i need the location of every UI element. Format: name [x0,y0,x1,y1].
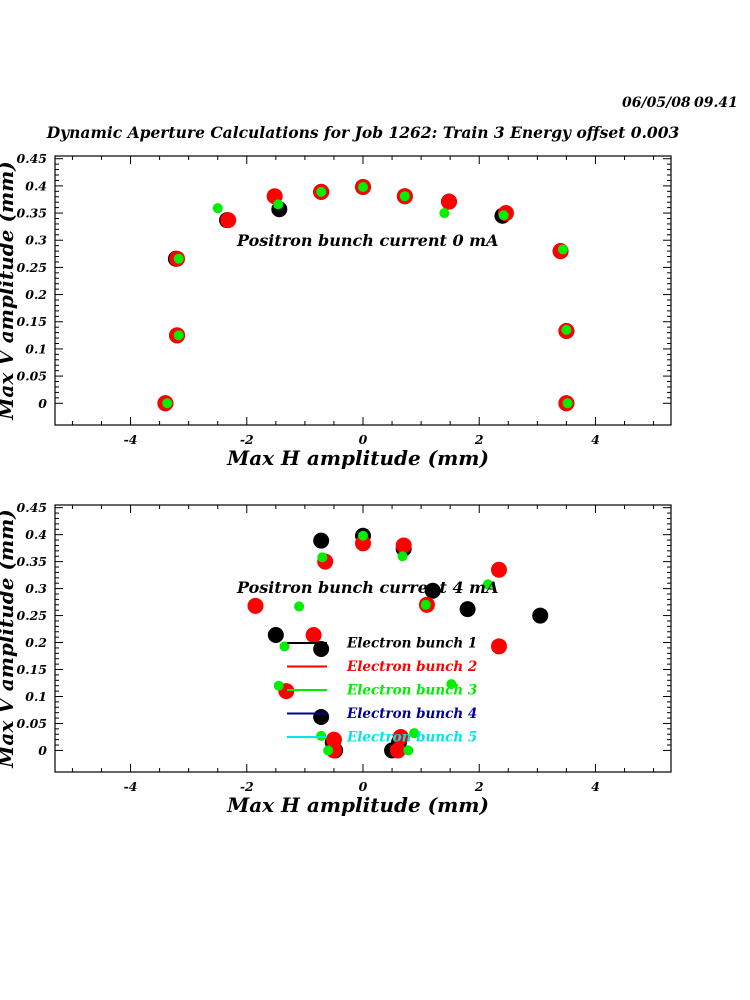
data-point-bunch-3 [358,181,368,192]
figure-title: Dynamic Aperture Calculations for Job 12… [46,123,680,142]
y-tick-label: 0 [38,396,47,411]
data-point-bunch-3 [162,398,173,409]
data-point-bunch-3 [397,551,408,562]
data-point-bunch-3 [317,552,328,563]
y-tick-label: 0.2 [25,287,47,302]
date-stamp: 06/05/08 [622,95,691,111]
data-point-bunch-2 [389,742,406,759]
data-point-bunch-3 [294,601,305,612]
data-point-bunch-3 [420,599,431,610]
x-tick-label: -4 [124,432,138,447]
data-point-bunch-3 [557,244,568,255]
y-tick-label: 0.25 [17,260,47,275]
x-tick-label: 0 [359,432,368,447]
time-stamp: 09.41 [694,95,738,111]
data-point-bunch-1 [424,582,441,599]
data-point-bunch-3 [399,191,410,202]
data-point-bunch-3 [446,679,457,690]
data-point-bunch-2 [392,728,409,745]
legend-label: Electron bunch 1 [346,636,477,652]
x-tick-label: -2 [240,432,254,447]
data-point-bunch-3 [273,199,284,210]
data-point-bunch-3 [273,680,284,691]
data-point-bunch-3 [482,579,493,590]
y-tick-label: 0.35 [17,206,47,221]
data-point-bunch-1 [532,607,549,624]
panel-bottom: -4 -2 0 2 4 0 0.05 0.1 0.15 0.2 0.25 0.3 0.35 0.4 0.45… [0,500,672,817]
y-tick-label: 0.1 [25,689,47,704]
data-point-bunch-1 [267,626,284,643]
y-tick-label: 0.45 [17,151,47,166]
data-point-bunch-2 [441,193,458,210]
data-point-bunch-1 [313,708,330,725]
y-tick-label: 0.3 [25,581,47,596]
x-tick-label: 4 [591,779,600,794]
data-point-bunch-3 [498,210,509,221]
data-point-bunch-3 [323,745,334,756]
y-tick-label: 0.4 [25,527,47,542]
panel-top: -4 -2 0 2 4 0 0.05 0.1 0.15 0.2 0.25 0.3 0.35 0.4 0.45… [0,151,672,470]
y-tick-label: 0.3 [25,233,47,248]
y-tick-label: 0.2 [25,635,47,650]
data-point-bunch-3 [173,330,184,341]
y-axis-label: Max V amplitude (mm) [0,161,18,420]
data-point-bunch-2 [490,638,507,655]
legend-label: Electron bunch 2 [346,659,477,675]
y-tick-label: 0.25 [17,608,47,623]
plot-frame [54,155,672,426]
data-point-bunch-3 [316,730,327,741]
data-point-bunch-2 [247,597,264,614]
legend-label: Electron bunch 4 [346,706,477,722]
data-point-bunch-2 [355,535,371,552]
y-tick-label: 0.15 [17,662,47,677]
data-point-bunch-3 [409,728,420,739]
x-axis-label: Max H amplitude (mm) [226,446,489,470]
y-tick-label: 0.15 [17,314,47,329]
data-point-bunch-1 [313,532,330,549]
data-point-bunch-2 [220,212,237,229]
data-point-bunch-3 [561,324,572,335]
y-tick-label: 0.4 [25,178,47,193]
data-point-bunch-2 [305,626,322,643]
data-point-bunch-3 [173,253,184,264]
y-tick-label: 0.35 [17,554,47,569]
data-point-bunch-3 [403,745,414,756]
x-tick-label: 2 [474,779,484,794]
data-point-bunch-2 [395,537,412,554]
x-tick-label: -4 [124,779,138,794]
data-point-bunch-3 [439,208,450,219]
legend-label: Electron bunch 5 [346,730,477,746]
data-point-bunch-3 [358,530,368,541]
x-tick-label: 2 [474,432,484,447]
y-tick-label: 0.05 [17,716,47,731]
data-point-bunch-3 [562,398,573,409]
y-axis-label: Max V amplitude (mm) [0,509,18,768]
x-axis-label: Max H amplitude (mm) [226,793,489,817]
y-tick-label: 0.45 [17,500,47,515]
y-tick-label: 0.05 [17,369,47,384]
x-tick-label: 4 [591,432,600,447]
bunch-current-annotation: Positron bunch current 0 mA [236,231,499,250]
data-point-bunch-1 [313,641,330,658]
x-tick-label: -2 [240,779,254,794]
data-point-bunch-3 [212,203,223,214]
y-tick-label: 0.1 [25,341,47,356]
data-point-bunch-3 [316,186,327,197]
data-point-bunch-2 [490,561,507,578]
y-tick-label: 0 [38,743,47,758]
bunch-current-annotation: Positron bunch current 4 mA [236,578,499,597]
x-tick-label: 0 [359,779,368,794]
data-point-bunch-1 [459,601,476,618]
legend-label: Electron bunch 3 [346,683,477,699]
